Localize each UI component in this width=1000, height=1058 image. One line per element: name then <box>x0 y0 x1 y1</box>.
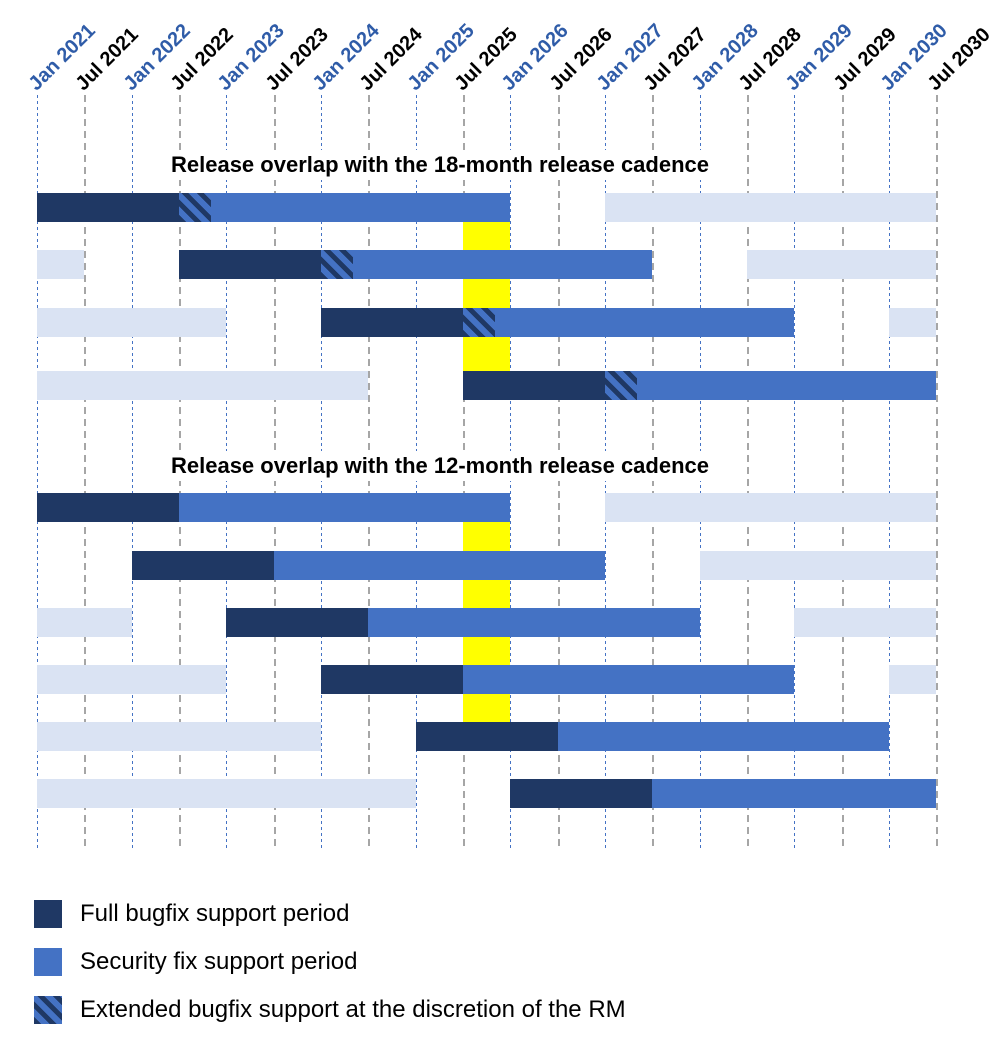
gridline-january <box>794 95 796 848</box>
bar-extended-bugfix <box>463 308 495 337</box>
bar-security-fix <box>179 493 511 522</box>
bar-extended-bugfix <box>321 250 353 279</box>
bar-adjacent-release <box>747 250 937 279</box>
bar-security-fix <box>352 250 653 279</box>
bar-security-fix <box>652 779 937 808</box>
bar-adjacent-release <box>889 308 937 337</box>
bar-full-bugfix <box>131 551 274 580</box>
bar-adjacent-release <box>37 250 85 279</box>
section-title-12-month: Release overlap with the 12-month releas… <box>162 451 718 481</box>
bar-adjacent-release <box>37 665 227 694</box>
bar-adjacent-release <box>37 779 416 808</box>
gridline-january <box>131 95 133 848</box>
bar-full-bugfix <box>37 493 179 522</box>
security-fix-swatch-icon <box>34 948 62 976</box>
bar-security-fix <box>557 722 889 751</box>
full-bugfix-swatch-icon <box>34 900 62 928</box>
gridline-july <box>84 95 87 848</box>
bar-adjacent-release <box>889 665 937 694</box>
bar-full-bugfix <box>179 250 321 279</box>
legend-label: Extended bugfix support at the discretio… <box>80 996 626 1023</box>
gridline-july <box>936 95 939 848</box>
highlight-band <box>463 222 511 371</box>
bar-full-bugfix <box>321 665 463 694</box>
bar-adjacent-release <box>37 722 321 751</box>
bar-extended-bugfix <box>605 371 637 400</box>
bar-security-fix <box>273 551 605 580</box>
gridline-july <box>841 95 844 848</box>
bar-adjacent-release <box>605 493 937 522</box>
section-title-18-month: Release overlap with the 18-month releas… <box>162 150 718 180</box>
bar-adjacent-release <box>605 193 937 222</box>
bar-security-fix <box>463 665 795 694</box>
legend-item-full-bugfix: Full bugfix support period <box>34 899 349 929</box>
bar-full-bugfix <box>510 779 653 808</box>
legend-item-security-fix: Security fix support period <box>34 947 357 977</box>
bar-security-fix <box>636 371 937 400</box>
bar-full-bugfix <box>226 608 369 637</box>
legend-label: Full bugfix support period <box>80 900 350 927</box>
bar-security-fix <box>210 193 511 222</box>
bar-adjacent-release <box>37 371 369 400</box>
gridline-january <box>889 95 890 848</box>
legend-label: Security fix support period <box>80 948 358 975</box>
bar-extended-bugfix <box>179 193 211 222</box>
bar-full-bugfix <box>321 308 463 337</box>
bar-adjacent-release <box>37 308 227 337</box>
bar-security-fix <box>494 308 795 337</box>
bar-adjacent-release <box>699 551 937 580</box>
gridline-january <box>37 95 38 848</box>
bar-full-bugfix <box>415 722 558 751</box>
bar-full-bugfix <box>463 371 605 400</box>
legend-item-extended-bugfix: Extended bugfix support at the discretio… <box>34 995 626 1025</box>
bar-security-fix <box>368 608 700 637</box>
bar-full-bugfix <box>37 193 179 222</box>
gridline-july <box>747 95 749 848</box>
bar-adjacent-release <box>794 608 937 637</box>
extended-bugfix-swatch-icon <box>34 996 62 1024</box>
bar-adjacent-release <box>37 608 132 637</box>
